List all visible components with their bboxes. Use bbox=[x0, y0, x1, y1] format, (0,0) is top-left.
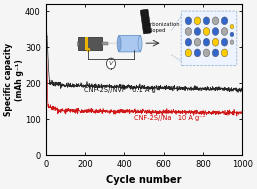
X-axis label: Cycle number: Cycle number bbox=[106, 175, 182, 185]
Y-axis label: Specific capacity
(mAh g⁻¹): Specific capacity (mAh g⁻¹) bbox=[4, 43, 24, 116]
Text: CNF-2S//Na   10 A g⁻¹: CNF-2S//Na 10 A g⁻¹ bbox=[134, 115, 205, 122]
Text: CNF-2S//NVP   0.1 A g⁻¹: CNF-2S//NVP 0.1 A g⁻¹ bbox=[84, 86, 162, 93]
